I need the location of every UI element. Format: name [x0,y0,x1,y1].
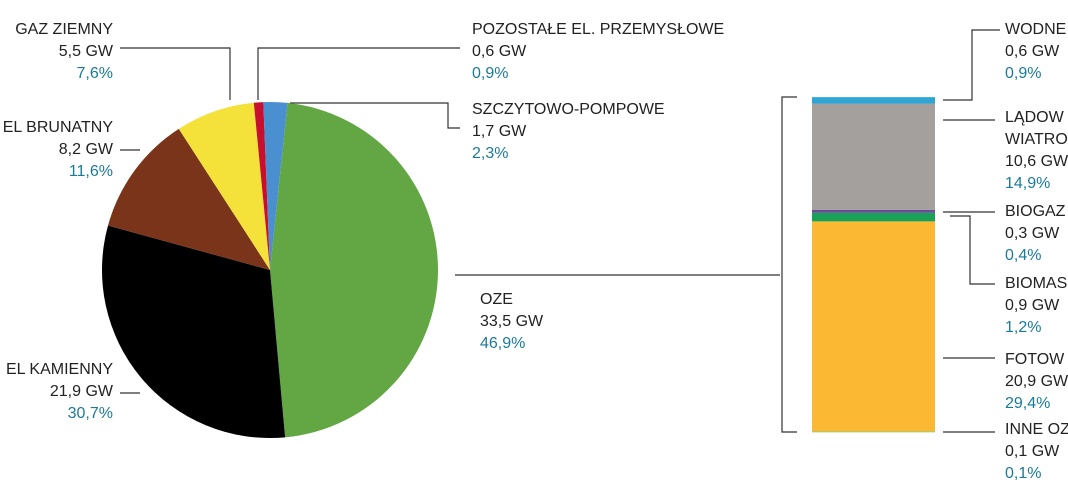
pct-label: 0,9% [472,65,508,82]
bar-segment [812,431,935,433]
pct-label: 0,4% [1005,247,1041,264]
bar-segment [812,103,935,210]
bar-segment [812,221,935,432]
pct-label: 2,3% [472,145,508,162]
gw-label: 5,5 GW [59,43,114,60]
leader-line [120,47,231,100]
category-label: WODNE [1005,21,1066,38]
pct-label: 1,2% [1005,319,1041,336]
leader-line [950,215,995,285]
category-label: LĄDOW [1005,109,1065,126]
category-label: EL BRUNATNY [3,119,114,136]
category-label: POZOSTAŁE EL. PRZEMYSŁOWE [472,21,724,38]
pie-slice [263,102,288,271]
gw-label: 20,9 GW [1005,373,1068,390]
category-label: FOTOW [1005,351,1065,368]
pie-slice [108,128,271,270]
category-label: WIATRO [1005,131,1068,148]
gw-label: 0,6 GW [472,43,527,60]
bar-segment [812,97,935,104]
category-label: INNE OZ [1005,421,1068,438]
gw-label: 21,9 GW [50,383,114,400]
pct-label: 0,9% [1005,65,1041,82]
category-label: BIOGAZ [1005,203,1066,220]
leader-line [943,29,1000,101]
pie-slice [178,102,270,270]
pct-label: 30,7% [68,405,113,422]
category-label: OZE [480,291,513,308]
pct-label: 0,1% [1005,465,1041,482]
leader-line [290,102,460,129]
leader-line [257,47,460,100]
category-label: GAZ ZIEMNY [15,21,113,38]
bar-segment [812,209,935,213]
gw-label: 33,5 GW [480,313,544,330]
bracket [781,96,797,433]
gw-label: 8,2 GW [59,141,114,158]
gw-label: 0,3 GW [1005,225,1060,242]
bar-segment [812,212,935,222]
category-label: SZCZYTOWO-POMPOWE [472,101,665,118]
pct-label: 46,9% [480,335,525,352]
category-label: BIOMAS [1005,275,1067,292]
pie-slice [253,102,270,270]
gw-label: 10,6 GW [1005,153,1068,170]
gw-label: 0,1 GW [1005,443,1060,460]
gw-label: 1,7 GW [472,123,527,140]
pie-slice [102,225,286,438]
pct-label: 11,6% [69,163,113,180]
category-label: EL KAMIENNY [6,361,113,378]
gw-label: 0,6 GW [1005,43,1060,60]
pie-slice [270,102,438,438]
pct-label: 7,6% [77,65,113,82]
pct-label: 14,9% [1005,175,1050,192]
gw-label: 0,9 GW [1005,297,1060,314]
pct-label: 29,4% [1005,395,1050,412]
